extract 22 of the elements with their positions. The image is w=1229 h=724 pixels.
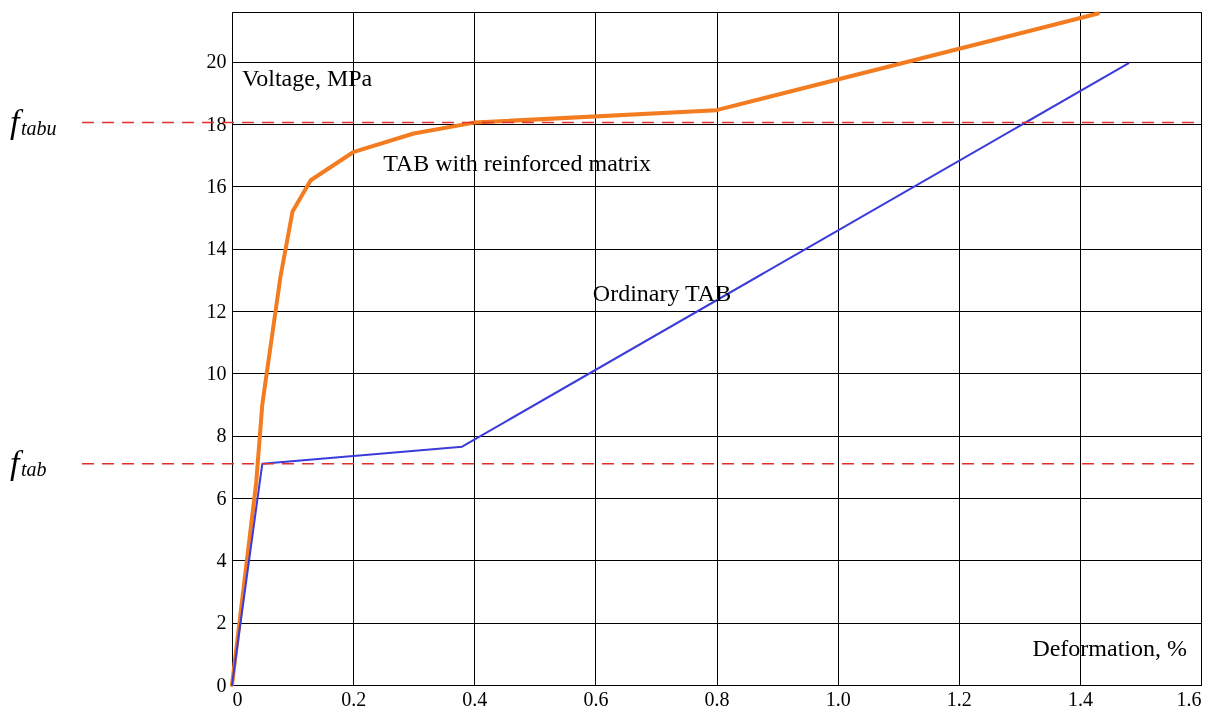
x-tick-label: 0.4	[462, 687, 488, 710]
x-tick-label: 1.6	[1176, 687, 1202, 710]
y-tick-label: 12	[206, 299, 227, 322]
x-tick-label: 0.6	[583, 687, 609, 710]
ref-line-label: ftab	[10, 443, 47, 481]
x-tick-label: 0.8	[704, 687, 730, 710]
y-tick-label: 16	[206, 174, 227, 197]
y-tick-label: 4	[216, 548, 227, 571]
y-tick-label: 14	[206, 237, 227, 260]
ref-line-label: ftabu	[10, 102, 57, 140]
y-tick-label: 10	[206, 361, 227, 384]
y-tick-label: 18	[206, 112, 227, 135]
y-tick-label: 0	[216, 673, 227, 696]
x-tick-label: 0.2	[341, 687, 367, 710]
x-tick-label: 1.0	[825, 687, 851, 710]
y-tick-label: 8	[216, 424, 227, 447]
y-tick-label: 20	[206, 50, 227, 73]
x-tick-label: 1.2	[946, 687, 972, 710]
y-tick-label: 2	[216, 611, 227, 634]
y-tick-label: 6	[216, 486, 227, 509]
x-tick-label: 0	[232, 687, 243, 710]
x-tick-label: 1.4	[1067, 687, 1093, 710]
